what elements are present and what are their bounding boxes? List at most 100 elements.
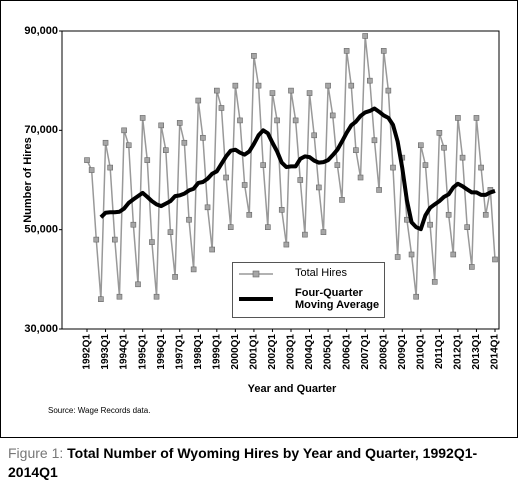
marker xyxy=(348,82,355,89)
marker xyxy=(376,187,382,193)
marker xyxy=(288,87,294,94)
x-tick-label: 2003Q1 xyxy=(286,334,297,370)
marker xyxy=(422,162,429,168)
source: Source: Wage Records data. xyxy=(48,406,150,415)
marker xyxy=(107,164,113,171)
figure-label: Figure 1: xyxy=(8,445,64,461)
legend-label: Total Hires xyxy=(295,267,347,279)
marker xyxy=(385,87,392,94)
marker xyxy=(464,224,470,230)
x-tick-label: 2013Q1 xyxy=(471,334,482,370)
marker xyxy=(195,97,202,104)
marker xyxy=(413,293,419,300)
marker xyxy=(200,134,206,141)
marker xyxy=(218,105,225,111)
x-tick-label: 2006Q1 xyxy=(341,334,352,370)
marker xyxy=(204,204,211,211)
x-tick-label: 1999Q1 xyxy=(211,334,222,370)
marker xyxy=(343,48,350,54)
marker xyxy=(241,182,248,188)
marker xyxy=(274,117,280,124)
marker xyxy=(450,251,457,258)
marker xyxy=(292,117,299,124)
marker xyxy=(306,90,313,96)
marker xyxy=(251,53,257,59)
marker xyxy=(316,184,322,191)
marker xyxy=(441,144,447,151)
marker xyxy=(394,254,401,260)
marker xyxy=(181,139,188,146)
marker xyxy=(149,239,155,245)
marker xyxy=(186,216,192,223)
marker xyxy=(98,296,104,303)
marker xyxy=(283,241,290,248)
y-tick-label: 50,000 xyxy=(24,224,58,236)
marker xyxy=(265,224,271,230)
marker xyxy=(311,132,317,139)
marker xyxy=(121,127,127,134)
y-tick-label: 70,000 xyxy=(24,124,58,136)
x-tick-label: 1996Q1 xyxy=(156,334,167,370)
marker xyxy=(427,221,433,228)
x-tick-label: 1998Q1 xyxy=(193,334,204,370)
x-axis-title: Year and Quarter xyxy=(248,383,337,395)
marker xyxy=(320,229,327,235)
marker xyxy=(478,164,484,171)
x-tick-label: 2009Q1 xyxy=(397,334,408,370)
y-tick-label: 30,000 xyxy=(24,323,58,335)
marker xyxy=(339,197,345,203)
x-tick-label: 2005Q1 xyxy=(323,334,334,370)
x-tick-label: 2004Q1 xyxy=(304,334,315,370)
marker xyxy=(158,122,164,129)
series-line xyxy=(99,106,496,232)
marker xyxy=(163,147,169,153)
legend: Total Hires Four-Quarter Moving Average xyxy=(232,262,385,318)
marker xyxy=(84,157,90,163)
marker xyxy=(329,112,336,119)
marker xyxy=(367,77,373,84)
marker xyxy=(102,139,109,146)
marker xyxy=(436,130,443,136)
marker xyxy=(473,115,480,121)
x-tick-label: 2011Q1 xyxy=(434,334,445,369)
caption: Figure 1: Total Number of Wyoming Hires … xyxy=(8,444,513,482)
legend-label: Four-Quarter Moving Average xyxy=(295,287,380,311)
x-tick-label: 2007Q1 xyxy=(360,334,371,370)
marker xyxy=(176,120,183,126)
x-tick-label: 2002Q1 xyxy=(267,334,278,370)
chart: Number of Hires Year and Quarter Source:… xyxy=(0,0,518,438)
marker xyxy=(431,279,438,285)
marker xyxy=(125,142,132,149)
marker xyxy=(246,211,253,218)
marker xyxy=(269,90,276,96)
marker xyxy=(255,82,262,89)
frame xyxy=(0,0,518,438)
x-tick-label: 1994Q1 xyxy=(119,334,130,370)
marker xyxy=(357,174,364,181)
x-tick-label: 2001Q1 xyxy=(249,334,260,370)
marker xyxy=(223,174,229,181)
marker xyxy=(139,115,146,121)
marker xyxy=(232,82,239,89)
marker xyxy=(237,117,243,124)
marker xyxy=(116,293,123,300)
marker xyxy=(135,281,141,288)
x-tick-label: 1995Q1 xyxy=(137,334,148,370)
marker xyxy=(362,33,368,39)
marker xyxy=(93,236,100,243)
marker xyxy=(469,264,475,270)
marker xyxy=(325,82,331,89)
marker xyxy=(214,87,220,94)
figure-title: Total Number of Wyoming Hires by Year an… xyxy=(8,445,478,480)
legend-keys xyxy=(239,270,273,301)
marker xyxy=(390,164,396,171)
marker xyxy=(112,236,118,243)
marker xyxy=(459,154,466,161)
marker xyxy=(380,48,387,54)
x-tick-label: 1997Q1 xyxy=(174,334,185,370)
x-tick-label: 2008Q1 xyxy=(378,334,389,370)
x-tick-label: 2012Q1 xyxy=(453,334,464,370)
marker xyxy=(190,266,197,273)
marker xyxy=(353,147,359,153)
marker xyxy=(408,251,415,258)
